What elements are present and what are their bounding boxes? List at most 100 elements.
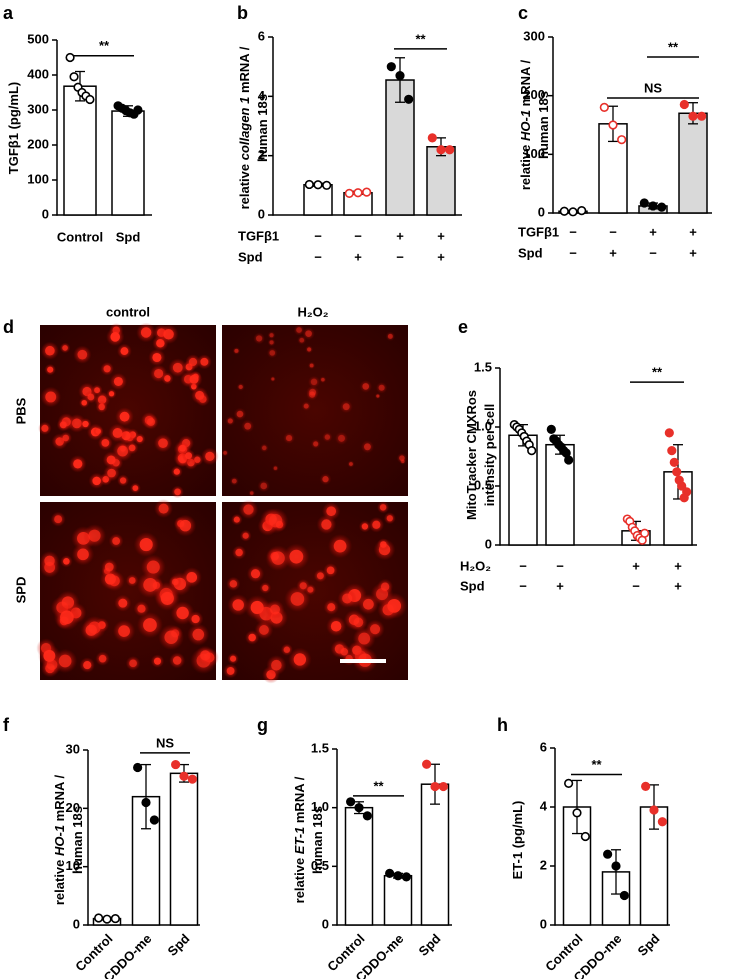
y-axis-label-part: relative: [237, 160, 252, 209]
data-point: [401, 872, 411, 882]
cell: [271, 659, 282, 671]
data-point: [608, 120, 618, 130]
condition-sign: +: [396, 228, 404, 243]
cell: [273, 466, 278, 470]
condition-label: H₂O₂: [460, 558, 491, 573]
cell: [321, 377, 325, 382]
y-axis-label: relative HO-1 mRNA /: [518, 59, 533, 190]
condition-sign: +: [674, 558, 682, 573]
condition-sign: +: [649, 224, 657, 239]
cell: [176, 606, 189, 620]
cell: [269, 350, 276, 356]
significance-label: **: [668, 39, 679, 54]
cell: [106, 455, 116, 465]
y-tick-label: 6: [540, 739, 547, 754]
panel-letter: c: [518, 3, 528, 23]
cell: [226, 667, 235, 675]
y-axis-label: MitoTracker CMXRos: [464, 390, 479, 520]
cell: [45, 345, 55, 356]
data-point: [599, 102, 609, 112]
cell-glow: [293, 324, 305, 336]
panel-letter: g: [257, 715, 268, 735]
cell: [303, 403, 309, 409]
panel-letter: a: [3, 3, 14, 23]
y-tick-label: 0: [485, 536, 492, 551]
cell: [63, 558, 70, 565]
condition-label: TGFβ1: [238, 228, 279, 243]
cell: [87, 393, 95, 401]
cell: [92, 476, 101, 486]
cell: [43, 649, 56, 662]
y-tick-label: 0: [42, 206, 49, 221]
cell: [112, 537, 121, 545]
cell: [358, 632, 371, 645]
cell: [179, 519, 192, 532]
bar: [169, 772, 199, 926]
panel-letter: b: [237, 3, 248, 23]
cell-glow: [266, 347, 278, 359]
cell-glow: [322, 431, 333, 443]
cell: [283, 646, 291, 653]
cell: [230, 655, 237, 662]
cell: [238, 384, 243, 390]
data-point: [546, 424, 556, 434]
y-tick-label: 100: [523, 146, 545, 161]
significance-label: **: [652, 365, 663, 380]
y-tick-label: 2: [258, 147, 265, 162]
cell: [185, 452, 193, 460]
condition-sign: −: [314, 249, 322, 264]
y-tick-label: 1.5: [474, 359, 492, 374]
cell: [164, 630, 178, 644]
y-tick-label: 4: [258, 88, 266, 103]
cell: [137, 604, 146, 613]
cell: [58, 654, 72, 668]
cell: [77, 349, 88, 360]
y-axis-label: relative HO-1 mRNA /: [52, 774, 67, 905]
y-tick-label: 300: [523, 28, 545, 43]
y-tick-label: 1.5: [311, 740, 329, 755]
y-tick-label: 200: [27, 136, 49, 151]
cell-glow: [259, 443, 269, 453]
y-tick-label: 0: [73, 916, 80, 931]
y-tick-label: 0: [538, 204, 545, 219]
micrograph-image: [221, 324, 408, 497]
cell: [262, 584, 269, 592]
cell: [326, 506, 337, 517]
data-point: [362, 811, 372, 821]
cell: [260, 482, 268, 490]
cell: [296, 327, 302, 333]
cell: [268, 514, 283, 528]
cell: [47, 366, 54, 373]
condition-sign: +: [609, 245, 617, 260]
significance-label: NS: [156, 735, 174, 750]
data-point: [572, 808, 582, 818]
cell: [380, 541, 387, 548]
y-tick-label: 400: [27, 66, 49, 81]
cell: [44, 555, 55, 567]
data-point: [580, 831, 590, 842]
cell: [233, 516, 240, 523]
data-point: [667, 446, 677, 456]
cell: [242, 532, 249, 539]
y-tick-label: 10: [66, 858, 80, 873]
cell: [290, 592, 305, 606]
cell: [128, 444, 136, 452]
y-axis-label: human 18s: [536, 91, 551, 159]
cell: [83, 661, 92, 670]
data-point: [672, 467, 682, 477]
y-tick-label: 1.0: [311, 799, 329, 814]
cell: [338, 434, 345, 442]
cell: [107, 468, 116, 478]
data-point: [404, 94, 414, 104]
y-axis-label-part: TGFβ1 (pg/mL): [6, 82, 21, 174]
cell: [62, 345, 68, 351]
data-point: [171, 759, 181, 770]
bar: [426, 146, 456, 216]
cell-glow: [267, 338, 276, 347]
cell: [108, 391, 115, 397]
cell: [342, 593, 353, 604]
panel-letter: d: [3, 317, 14, 337]
y-tick-label: 300: [27, 101, 49, 116]
cell: [250, 600, 264, 615]
